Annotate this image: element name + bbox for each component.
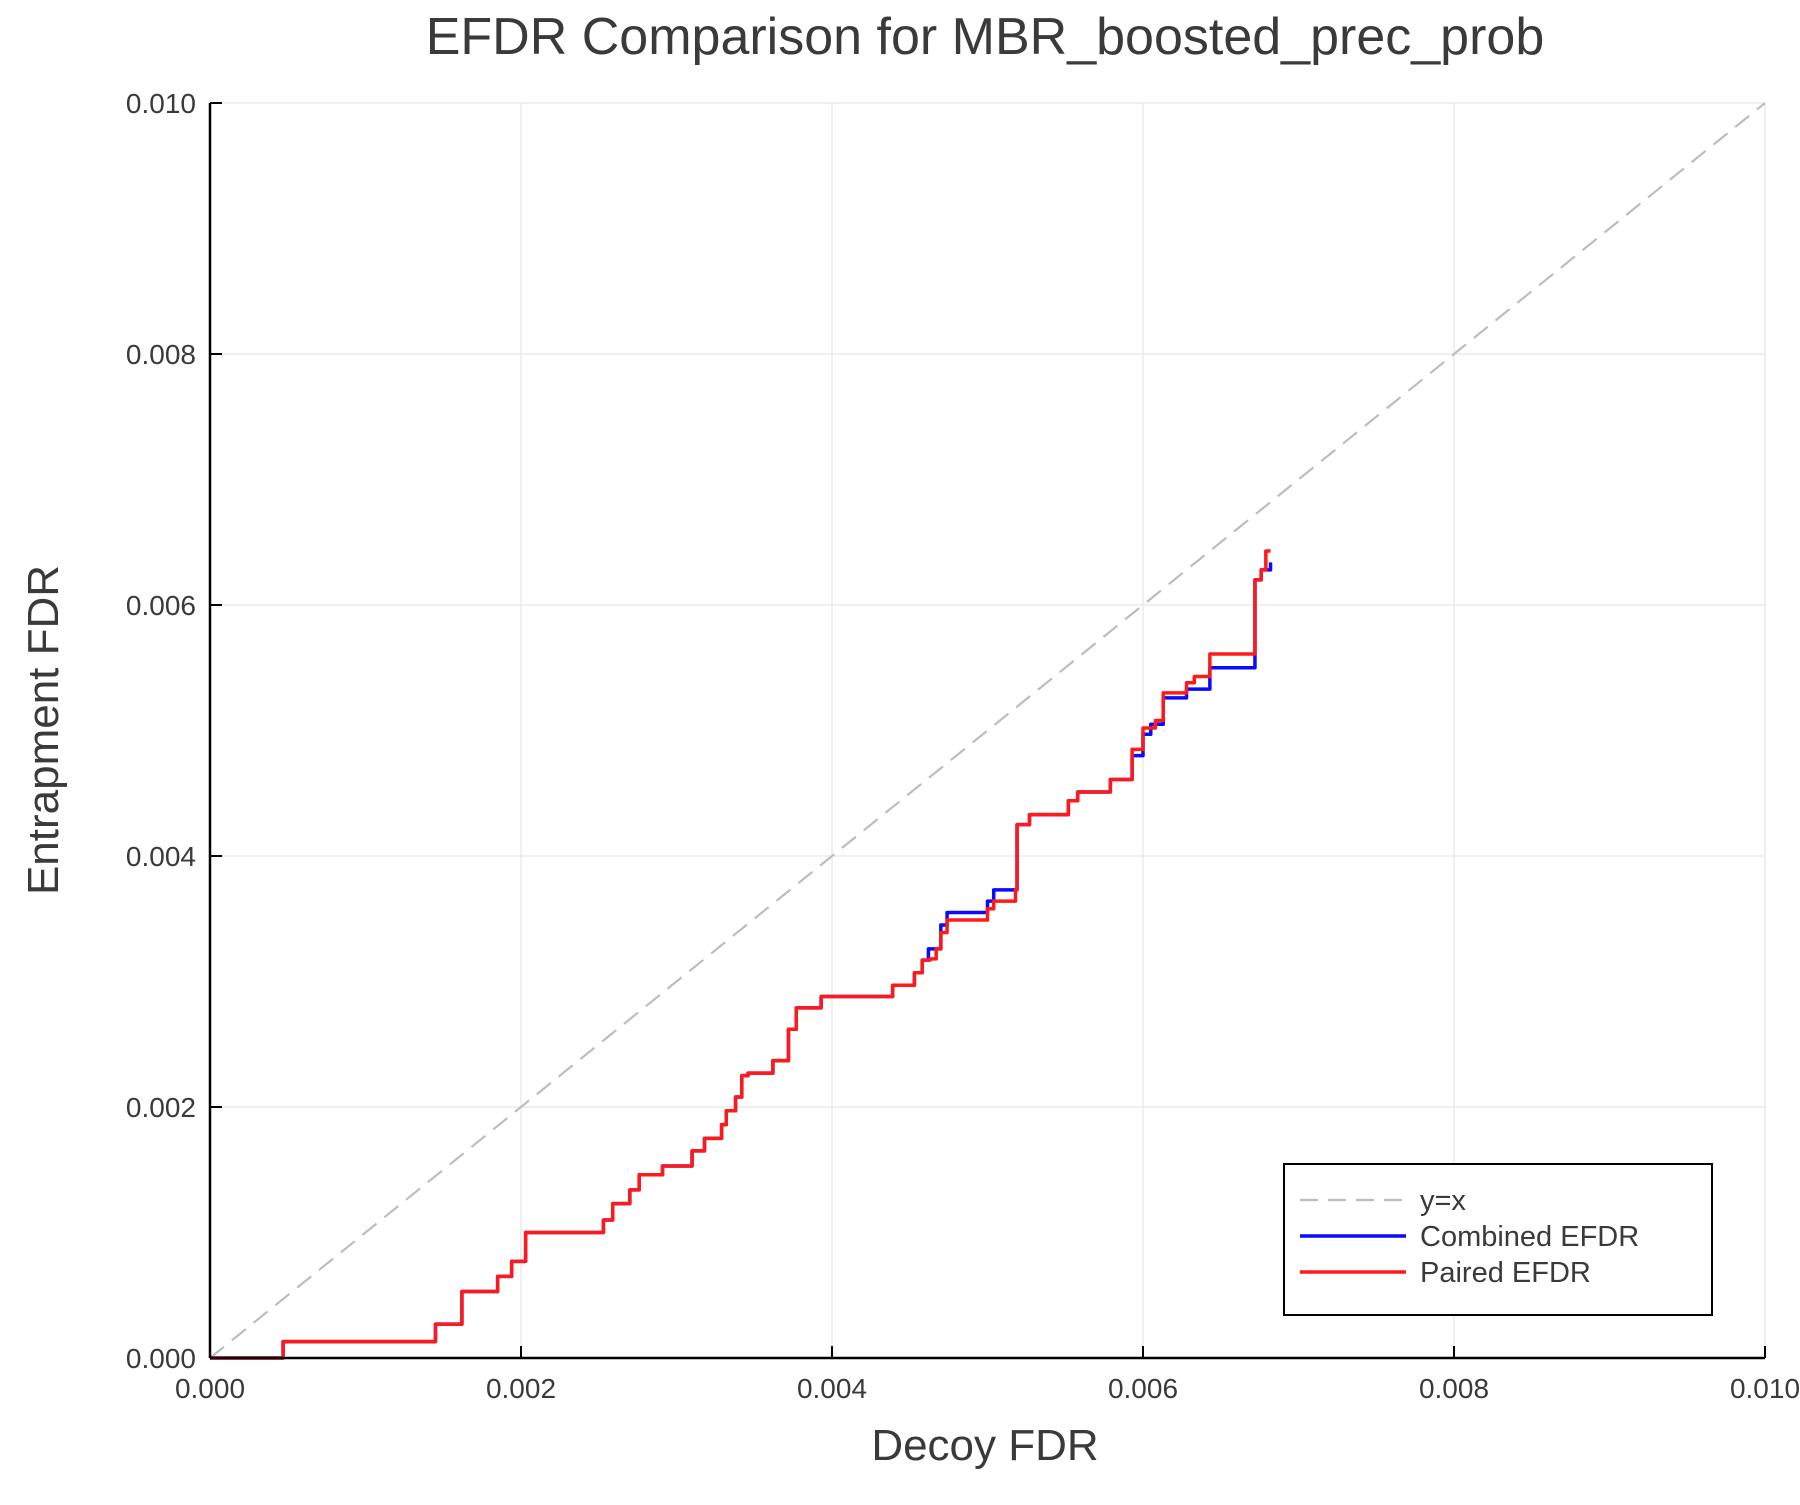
legend-label: y=x — [1420, 1185, 1466, 1217]
series-line-combined-efdr — [210, 562, 1273, 1360]
legend-label: Combined EFDR — [1420, 1221, 1639, 1253]
y-tick-label: 0.004 — [126, 841, 196, 872]
legend: y=x Combined EFDR Paired EFDR — [1283, 1163, 1713, 1316]
y-axis-label: Entrapment FDR — [19, 565, 68, 895]
x-tick-label: 0.010 — [1730, 1373, 1800, 1404]
y-tick-label: 0.008 — [126, 339, 196, 370]
legend-box — [1283, 1163, 1713, 1316]
x-axis-label: Decoy FDR — [871, 1421, 1098, 1470]
axes — [208, 102, 1766, 1360]
y-tick-label: 0.006 — [126, 590, 196, 621]
series-line-paired-efdr — [210, 549, 1271, 1360]
x-tick-label: 0.008 — [1419, 1373, 1489, 1404]
series-line-y-x — [209, 102, 1766, 1359]
x-tick-label: 0.002 — [486, 1373, 556, 1404]
series-group — [209, 102, 1766, 1360]
x-tick-label: 0.006 — [1108, 1373, 1178, 1404]
x-tick-label: 0.000 — [175, 1373, 245, 1404]
chart-title: EFDR Comparison for MBR_boosted_prec_pro… — [426, 8, 1545, 66]
y-tick-label: 0.010 — [126, 88, 196, 119]
y-tick-label: 0.002 — [126, 1092, 196, 1123]
legend-label: Paired EFDR — [1420, 1257, 1591, 1289]
x-tick-label: 0.004 — [797, 1373, 867, 1404]
y-tick-label: 0.000 — [126, 1343, 196, 1374]
